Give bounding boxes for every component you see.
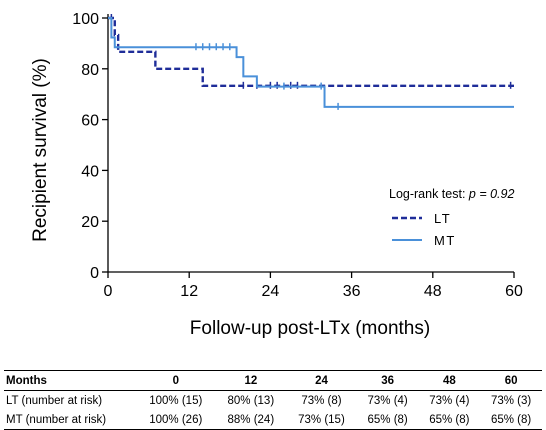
risk-header-months: Months [6, 374, 47, 387]
risk-table-header: Months 0 12 24 36 48 60 [4, 370, 542, 391]
logrank-annotation: Log-rank test: p = 0.92 [389, 187, 514, 201]
series-layer [108, 14, 514, 110]
y-tick-label: 20 [81, 214, 99, 231]
x-tick-label: 48 [424, 283, 442, 300]
risk-cell: 73% (15) [298, 413, 345, 426]
risk-cell: 88% (24) [227, 413, 275, 426]
risk-header-month: 12 [244, 374, 258, 387]
series-line-lt [108, 16, 514, 88]
risk-row-label: LT (number at risk) [6, 394, 103, 407]
risk-header-month: 0 [172, 374, 179, 387]
legend-label-mt: MT [434, 233, 456, 248]
risk-cell: 80% (13) [227, 394, 275, 407]
survival-chart: 0 12 24 36 48 60 0 20 40 60 80 100 Recipient surviv… [30, 11, 523, 339]
x-tick-label: 24 [262, 283, 280, 300]
risk-header-month: 24 [315, 374, 328, 387]
risk-cell: 73% (4) [367, 394, 408, 407]
y-tick-label: 80 [81, 62, 99, 79]
chart-axes: 0 12 24 36 48 60 0 20 40 60 80 100 [72, 11, 523, 300]
x-tick-label: 36 [343, 283, 361, 300]
legend-label-lt: LT [434, 211, 451, 226]
risk-cell: 100% (26) [149, 413, 203, 426]
logrank-pvalue: p = 0.92 [468, 187, 515, 201]
y-tick-label: 0 [90, 265, 99, 282]
risk-cell: 73% (3) [490, 394, 532, 407]
y-tick-label: 60 [81, 113, 99, 130]
risk-table-row: LT (number at risk) 100% (15) 80% (13) 73% … [4, 391, 542, 411]
x-axis-label: Follow-up post-LTx (months) [190, 318, 430, 339]
number-at-risk-table: Months 0 12 24 36 48 60 LT (number at risk) 100… [4, 370, 542, 430]
risk-cell: 73% (8) [301, 394, 342, 407]
series-line-mt [108, 17, 514, 108]
risk-cell: 65% (8) [367, 413, 408, 426]
y-axis-label: Recipient survival (%) [30, 58, 51, 242]
y-tick-label: 100 [72, 11, 99, 28]
risk-header-month: 36 [381, 374, 395, 387]
risk-cell: 65% (8) [429, 413, 470, 426]
logrank-prefix: Log-rank test: [389, 187, 469, 201]
risk-header-month: 60 [504, 374, 518, 387]
x-tick-label: 12 [180, 283, 198, 300]
risk-cell: 100% (15) [149, 394, 203, 407]
risk-header-month: 48 [442, 374, 456, 387]
chart-legend: LT MT [392, 211, 456, 248]
risk-cell: 65% (8) [490, 413, 532, 426]
x-tick-label: 60 [505, 283, 523, 300]
risk-cell: 73% (4) [429, 394, 470, 407]
risk-row-label: MT (number at risk) [6, 413, 107, 426]
x-tick-label: 0 [104, 283, 113, 300]
y-tick-label: 40 [81, 163, 99, 180]
risk-table-row: MT (number at risk) 100% (26) 88% (24) 73% … [4, 410, 542, 430]
